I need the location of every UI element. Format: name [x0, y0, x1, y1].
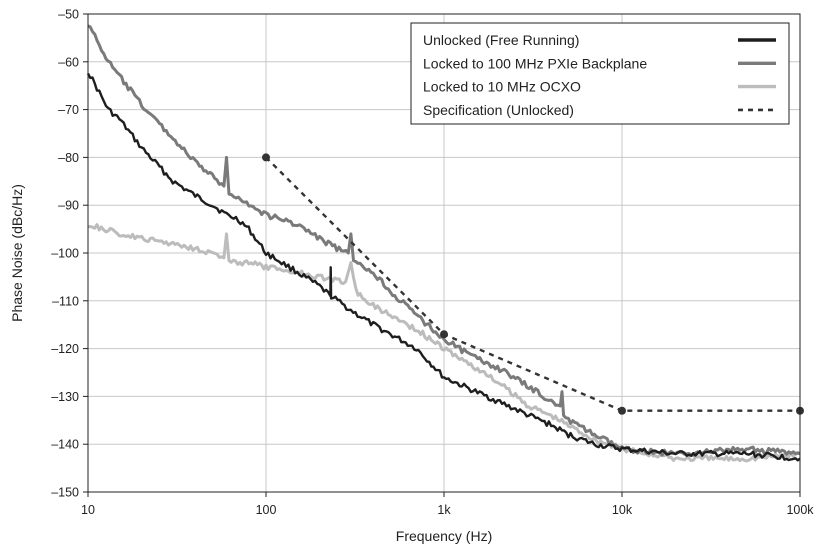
y-tick-label: –110 [52, 294, 79, 308]
legend-label-unlocked-free-running: Unlocked (Free Running) [423, 32, 579, 48]
y-tick-label: –80 [58, 151, 79, 165]
x-tick-label: 100 [256, 503, 277, 517]
y-tick-label: –100 [51, 247, 79, 261]
y-tick-label: –70 [58, 103, 79, 117]
legend-label-locked-to-10-mhz-ocxo: Locked to 10 MHz OCXO [423, 79, 581, 95]
series-locked-to-10-mhz-ocxo-line [87, 223, 801, 463]
y-tick-label: –140 [51, 438, 79, 452]
y-tick-label: –60 [58, 55, 79, 69]
x-axis-label: Frequency (Hz) [396, 528, 492, 544]
spec-point-marker [262, 153, 270, 162]
series-layer [86, 24, 804, 463]
series-unlocked-free-running-line [86, 72, 801, 462]
spec-point-marker [618, 406, 626, 415]
y-tick-label: –90 [58, 199, 79, 213]
y-tick-label: –130 [51, 390, 79, 404]
x-tick-label: 1k [437, 503, 451, 517]
x-tick-label: 100k [786, 503, 814, 517]
y-tick-label: –50 [58, 8, 79, 22]
x-tick-label: 10 [81, 503, 95, 517]
legend-box [410, 22, 790, 125]
y-axis-label: Phase Noise (dBc/Hz) [9, 184, 25, 322]
spec-point-marker [440, 330, 448, 339]
ticks: 10 100 1k 10k 100k –50 –60 –70 –80 –90 –100 –110 –12… [51, 8, 814, 518]
x-tick-label: 10k [612, 503, 633, 517]
legend: Unlocked (Free Running) Locked to 100 MHz… [410, 22, 790, 125]
series-specification-unlocked-line [265, 156, 800, 412]
y-tick-label: –150 [51, 486, 79, 500]
legend-label-specification-unlocked: Specification (Unlocked) [423, 102, 574, 118]
y-tick-label: –120 [51, 342, 79, 356]
legend-label-locked-to-100-mhz-pxie-backplane: Locked to 100 MHz PXIe Backplane [423, 55, 647, 71]
